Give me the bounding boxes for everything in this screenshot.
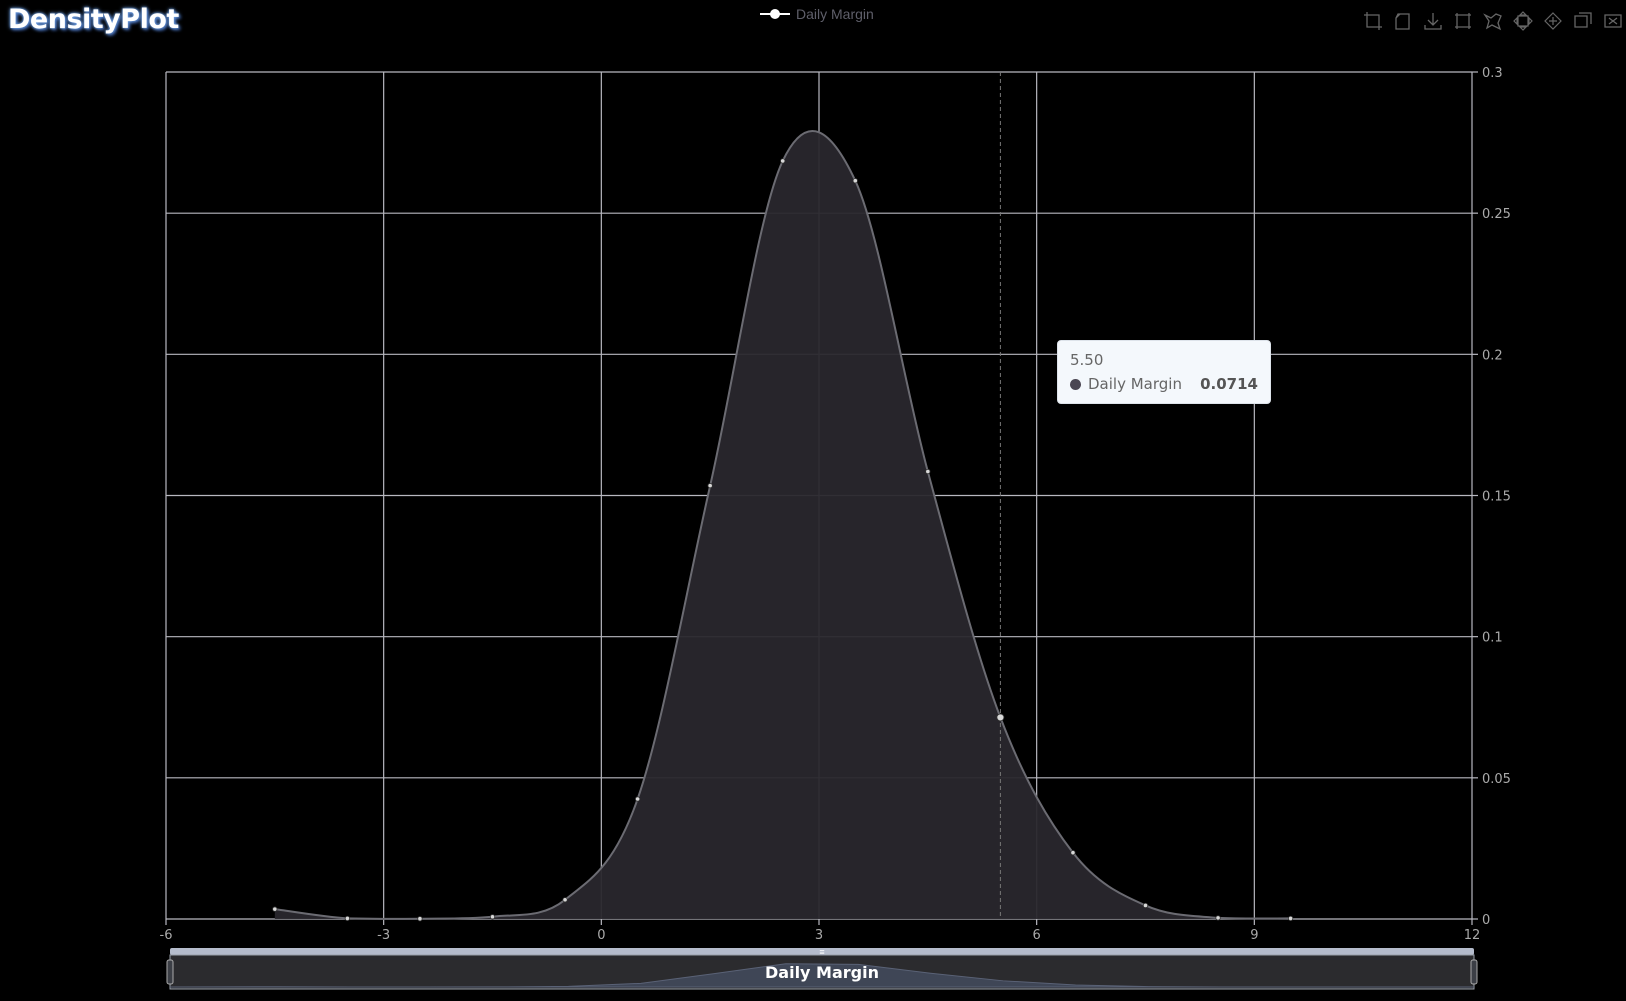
data-point[interactable] bbox=[489, 914, 496, 920]
toolbox bbox=[1360, 10, 1626, 32]
tooltip-series-value: 0.0714 bbox=[1200, 375, 1258, 393]
y-tick-label: 0 bbox=[1482, 913, 1490, 928]
y-tick-label: 0.2 bbox=[1482, 348, 1503, 363]
app-title: DensityPlot bbox=[8, 4, 179, 35]
data-point[interactable] bbox=[1070, 850, 1076, 856]
data-point[interactable] bbox=[852, 178, 858, 184]
data-point[interactable] bbox=[417, 916, 423, 922]
y-tick-label: 0.15 bbox=[1482, 490, 1511, 505]
zoom-out-button[interactable] bbox=[1540, 10, 1566, 32]
data-point[interactable] bbox=[925, 468, 931, 475]
x-tick-label: 12 bbox=[1464, 928, 1481, 943]
lasso-select-icon bbox=[1483, 13, 1502, 31]
y-tick-label: 0.05 bbox=[1482, 772, 1511, 787]
zoom-handle-right[interactable] bbox=[1470, 959, 1478, 985]
legend-label: Daily Margin bbox=[796, 6, 874, 22]
x-tick-label: -6 bbox=[160, 928, 173, 943]
box-select-button[interactable] bbox=[1450, 10, 1476, 32]
zoom-area-button[interactable] bbox=[1360, 10, 1386, 32]
data-point[interactable] bbox=[780, 158, 786, 164]
tooltip-series-dot-icon bbox=[1070, 378, 1081, 390]
pan-button[interactable] bbox=[1570, 10, 1596, 32]
box-select-icon bbox=[1455, 13, 1471, 29]
density-area-fill bbox=[274, 131, 1291, 919]
data-point[interactable] bbox=[344, 915, 350, 922]
y-tick-label: 0.1 bbox=[1482, 631, 1503, 646]
zoom-area-icon bbox=[1364, 12, 1382, 30]
pan-icon bbox=[1574, 12, 1592, 28]
download-button[interactable] bbox=[1420, 10, 1446, 32]
area-layer bbox=[274, 130, 1291, 920]
data-point[interactable] bbox=[272, 906, 278, 912]
reset-icon bbox=[1604, 14, 1622, 28]
data-point[interactable] bbox=[1215, 915, 1221, 921]
zoom-label: Daily Margin bbox=[765, 963, 879, 982]
data-point[interactable] bbox=[996, 713, 1005, 722]
x-tick-label: 0 bbox=[597, 928, 605, 943]
lasso-select-button[interactable] bbox=[1480, 10, 1506, 32]
zoom-reset-icon bbox=[1395, 13, 1410, 30]
x-tick-label: 6 bbox=[1033, 928, 1041, 943]
zoom-in-icon bbox=[1513, 11, 1533, 31]
data-point[interactable] bbox=[635, 796, 641, 802]
data-zoom-slider[interactable]: ≡ Daily Margin bbox=[166, 947, 1478, 990]
x-tick-label: -3 bbox=[377, 928, 390, 943]
legend-item-daily-margin[interactable]: Daily Margin bbox=[760, 6, 874, 22]
zoom-in-button[interactable] bbox=[1510, 10, 1536, 32]
zoom-preview-area bbox=[169, 963, 1475, 988]
x-tick-label: 3 bbox=[815, 928, 823, 943]
point-layer bbox=[272, 158, 1294, 922]
data-point[interactable] bbox=[562, 897, 568, 903]
zoom-move-bar[interactable] bbox=[170, 948, 1474, 955]
data-point[interactable] bbox=[1142, 902, 1149, 909]
zoom-out-icon bbox=[1544, 12, 1562, 30]
legend-line-marker-icon bbox=[760, 9, 790, 19]
tooltip-series-name: Daily Margin bbox=[1088, 375, 1182, 393]
reset-button[interactable] bbox=[1600, 10, 1626, 32]
x-tick-label: 9 bbox=[1250, 928, 1258, 943]
zoom-grip-icon[interactable]: ≡ bbox=[819, 947, 824, 957]
zoom-reset-button[interactable] bbox=[1390, 10, 1416, 32]
tooltip-series-row: Daily Margin 0.0714 bbox=[1070, 375, 1258, 393]
hover-tooltip: 5.50 Daily Margin 0.0714 bbox=[1057, 340, 1271, 404]
data-point[interactable] bbox=[1288, 915, 1294, 922]
download-icon bbox=[1424, 13, 1442, 30]
y-tick-label: 0.25 bbox=[1482, 207, 1511, 222]
data-point[interactable] bbox=[707, 483, 713, 489]
zoom-handle-left[interactable] bbox=[166, 959, 174, 985]
tooltip-x-value: 5.50 bbox=[1070, 351, 1104, 369]
y-tick-label: 0.3 bbox=[1482, 66, 1503, 81]
